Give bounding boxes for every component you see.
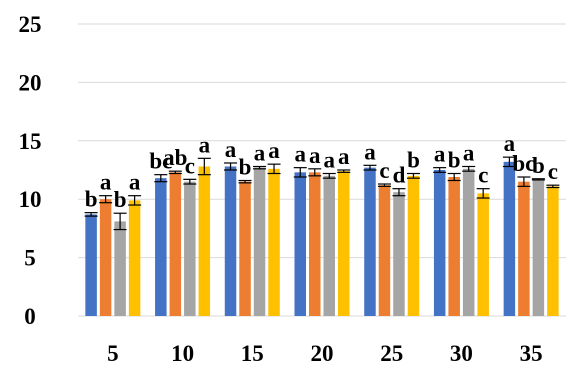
significance-label: bc <box>149 149 172 174</box>
significance-label: a <box>338 144 350 169</box>
bar <box>547 186 559 316</box>
significance-label: a <box>324 148 336 173</box>
x-tick-label: 20 <box>311 341 334 366</box>
significance-label: a <box>129 170 141 195</box>
y-tick-label: 5 <box>24 246 36 271</box>
bar <box>338 171 350 316</box>
bar <box>85 214 97 316</box>
y-tick-label: 15 <box>19 129 42 154</box>
bar <box>433 170 446 316</box>
significance-label: a <box>295 142 307 167</box>
bars <box>85 161 559 316</box>
bar <box>503 161 516 316</box>
x-tick-label: 25 <box>380 341 403 366</box>
significance-label: c <box>478 163 488 188</box>
bar <box>378 185 391 316</box>
significance-label: a <box>225 137 237 162</box>
significance-label: b <box>532 153 545 178</box>
significance-label: c <box>548 159 558 184</box>
bar <box>323 175 335 316</box>
significance-label: c <box>379 158 389 183</box>
bar <box>309 172 321 316</box>
bar <box>518 181 530 316</box>
bar <box>198 166 211 316</box>
y-tick-label: 10 <box>19 187 42 212</box>
significance-label: a <box>309 143 321 168</box>
x-tick-label: 35 <box>520 341 543 366</box>
bar <box>99 199 112 316</box>
significance-label: ab <box>163 145 187 170</box>
significance-label: a <box>434 142 446 167</box>
bar <box>448 177 460 316</box>
significance-label: c <box>185 153 195 178</box>
significance-label: a <box>268 138 280 163</box>
significance-label: a <box>364 139 376 164</box>
bar <box>268 168 280 316</box>
y-axis-tick-labels: 0 5 10 15 20 25 <box>19 12 42 329</box>
x-axis-tick-labels: 5 10 15 20 25 30 35 <box>107 341 543 366</box>
bar <box>393 192 405 316</box>
y-tick-label: 25 <box>19 12 42 37</box>
bar <box>155 178 167 316</box>
x-tick-label: 5 <box>107 341 119 366</box>
significance-label: b <box>239 155 252 180</box>
bar <box>294 172 306 316</box>
x-tick-label: 15 <box>241 341 264 366</box>
bar <box>128 200 141 316</box>
x-tick-label: 10 <box>171 341 194 366</box>
significance-label: a <box>463 140 475 165</box>
significance-label: b <box>114 187 127 212</box>
significance-label: a <box>504 131 516 156</box>
y-tick-label: 20 <box>19 70 42 95</box>
significance-label: b <box>85 187 98 212</box>
bar <box>462 168 475 316</box>
significance-label: a <box>254 140 266 165</box>
bar <box>364 167 376 316</box>
bar <box>253 167 266 316</box>
bar <box>224 166 237 316</box>
bar <box>184 181 196 316</box>
x-tick-label: 30 <box>450 341 473 366</box>
bar <box>532 179 545 316</box>
bar <box>239 181 251 316</box>
significance-label: a <box>100 170 112 195</box>
y-tick-label: 0 <box>24 304 36 329</box>
bar <box>477 193 489 316</box>
error-bars <box>84 156 560 231</box>
significance-label: b <box>407 148 420 173</box>
significance-label: b <box>448 148 461 173</box>
bar <box>407 175 420 316</box>
significance-label: bc <box>512 151 535 176</box>
bar <box>169 172 182 316</box>
significance-label: a <box>199 132 211 157</box>
significance-label: d <box>393 163 406 188</box>
bar <box>114 221 126 316</box>
